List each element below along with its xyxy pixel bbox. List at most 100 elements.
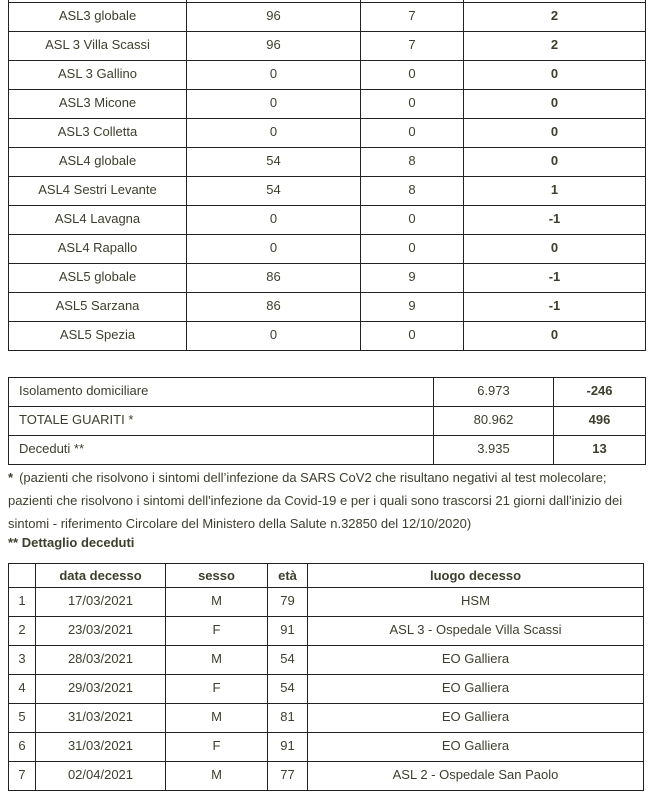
age-cell: 91 — [267, 732, 308, 762]
facility-cell: ASL4 Rapallo — [8, 233, 187, 264]
delta-cell: -1 — [463, 291, 646, 322]
summary-label-cell: Isolamento domiciliare — [8, 377, 434, 407]
table-row: ASL4 Rapallo 0 0 0 — [8, 233, 646, 264]
value-b-cell: 8 — [360, 175, 464, 206]
summary-delta-cell: 13 — [553, 435, 646, 465]
sex-cell: M — [165, 587, 268, 617]
date-header-cell: data decesso — [35, 563, 166, 588]
footnote: * (pazienti che risolvono i sintomi dell’… — [8, 466, 644, 535]
facility-cell: ASL3 Micone — [8, 88, 187, 119]
table-row: ASL4 globale 54 8 0 — [8, 146, 646, 177]
value-b-cell: 9 — [360, 291, 464, 322]
table-row: TOTALE GUARITI * 80.962 496 — [8, 406, 646, 436]
sex-cell: F — [165, 732, 268, 762]
facility-cell: ASL 3 Gallino — [8, 59, 187, 90]
delta-cell: 0 — [463, 88, 646, 119]
age-cell: 54 — [267, 674, 308, 704]
table-row: 2 23/03/2021 F 91 ASL 3 - Ospedale Villa Sca… — [8, 616, 644, 646]
place-cell: EO Galliera — [307, 674, 644, 704]
sex-cell: M — [165, 645, 268, 675]
age-cell: 91 — [267, 616, 308, 646]
table-row: ASL5 globale 86 9 -1 — [8, 262, 646, 293]
delta-cell: -1 — [463, 204, 646, 235]
value-a-cell: 0 — [186, 117, 361, 148]
table-row: 4 29/03/2021 F 54 EO Galliera — [8, 674, 644, 704]
date-cell: 17/03/2021 — [35, 587, 166, 617]
sex-cell: M — [165, 703, 268, 733]
place-cell: EO Galliera — [307, 732, 644, 762]
value-b-cell: 0 — [360, 204, 464, 235]
table-row: ASL5 Spezia 0 0 0 — [8, 320, 646, 351]
num-header-cell — [8, 563, 36, 588]
place-cell: ASL 3 - Ospedale Villa Scassi — [307, 616, 644, 646]
delta-cell: 0 — [463, 320, 646, 351]
num-cell: 4 — [8, 674, 36, 704]
delta-cell: 0 — [463, 146, 646, 177]
place-cell: EO Galliera — [307, 645, 644, 675]
facility-cell: ASL5 Sarzana — [8, 291, 187, 322]
place-cell: EO Galliera — [307, 703, 644, 733]
value-b-cell: 9 — [360, 262, 464, 293]
facility-cell: ASL3 Colletta — [8, 117, 187, 148]
date-cell: 28/03/2021 — [35, 645, 166, 675]
deaths-detail-table: data decesso sesso età luogo decesso 1 17/03… — [8, 563, 644, 791]
facility-cell: ASL3 globale — [8, 1, 187, 32]
value-a-cell: 54 — [186, 146, 361, 177]
table-row: ASL5 Sarzana 86 9 -1 — [8, 291, 646, 322]
delta-cell: 0 — [463, 59, 646, 90]
age-header-cell: età — [267, 563, 308, 588]
value-a-cell: 54 — [186, 175, 361, 206]
date-cell: 29/03/2021 — [35, 674, 166, 704]
place-cell: ASL 2 - Ospedale San Paolo — [307, 761, 644, 791]
value-b-cell: 0 — [360, 320, 464, 351]
age-cell: 81 — [267, 703, 308, 733]
num-cell: 3 — [8, 645, 36, 675]
asl-facilities-table: ASL3 globale 96 7 2 ASL 3 Villa Scassi 96 7 2 … — [8, 0, 646, 351]
summary-value-cell: 80.962 — [433, 406, 554, 436]
num-cell: 1 — [8, 587, 36, 617]
value-b-cell: 7 — [360, 1, 464, 32]
place-cell: HSM — [307, 587, 644, 617]
deaths-section-title: ** Dettaglio deceduti — [8, 535, 135, 550]
num-cell: 2 — [8, 616, 36, 646]
date-cell: 23/03/2021 — [35, 616, 166, 646]
date-cell: 31/03/2021 — [35, 703, 166, 733]
table-row: 7 02/04/2021 M 77 ASL 2 - Ospedale San Paolo — [8, 761, 644, 791]
table-row: ASL4 Sestri Levante 54 8 1 — [8, 175, 646, 206]
age-cell: 77 — [267, 761, 308, 791]
delta-cell: 1 — [463, 175, 646, 206]
value-a-cell: 86 — [186, 262, 361, 293]
num-cell: 7 — [8, 761, 36, 791]
summary-label-cell: TOTALE GUARITI * — [8, 406, 434, 436]
table-row: 3 28/03/2021 M 54 EO Galliera — [8, 645, 644, 675]
summary-totals-table: Isolamento domiciliare 6.973 -246 TOTALE G… — [8, 377, 646, 465]
value-b-cell: 8 — [360, 146, 464, 177]
value-b-cell: 0 — [360, 88, 464, 119]
age-cell: 79 — [267, 587, 308, 617]
table-row: ASL3 globale 96 7 2 — [8, 1, 646, 32]
summary-delta-cell: 496 — [553, 406, 646, 436]
value-a-cell: 86 — [186, 291, 361, 322]
value-a-cell: 0 — [186, 320, 361, 351]
delta-cell: 2 — [463, 30, 646, 61]
facility-cell: ASL5 globale — [8, 262, 187, 293]
table-row: ASL4 Lavagna 0 0 -1 — [8, 204, 646, 235]
facility-cell: ASL 3 Villa Scassi — [8, 30, 187, 61]
date-cell: 02/04/2021 — [35, 761, 166, 791]
facility-cell: ASL4 Lavagna — [8, 204, 187, 235]
table-row: ASL 3 Villa Scassi 96 7 2 — [8, 30, 646, 61]
table-row: Deceduti ** 3.935 13 — [8, 435, 646, 465]
value-a-cell: 96 — [186, 30, 361, 61]
delta-cell: 0 — [463, 233, 646, 264]
value-b-cell: 0 — [360, 233, 464, 264]
num-cell: 6 — [8, 732, 36, 762]
value-a-cell: 0 — [186, 88, 361, 119]
summary-delta-cell: -246 — [553, 377, 646, 407]
sex-cell: F — [165, 674, 268, 704]
header-row: data decesso sesso età luogo decesso — [8, 563, 644, 588]
age-cell: 54 — [267, 645, 308, 675]
sex-cell: F — [165, 616, 268, 646]
footnote-text: (pazienti che risolvono i sintomi dell’i… — [8, 470, 623, 531]
table-row: 6 31/03/2021 F 91 EO Galliera — [8, 732, 644, 762]
